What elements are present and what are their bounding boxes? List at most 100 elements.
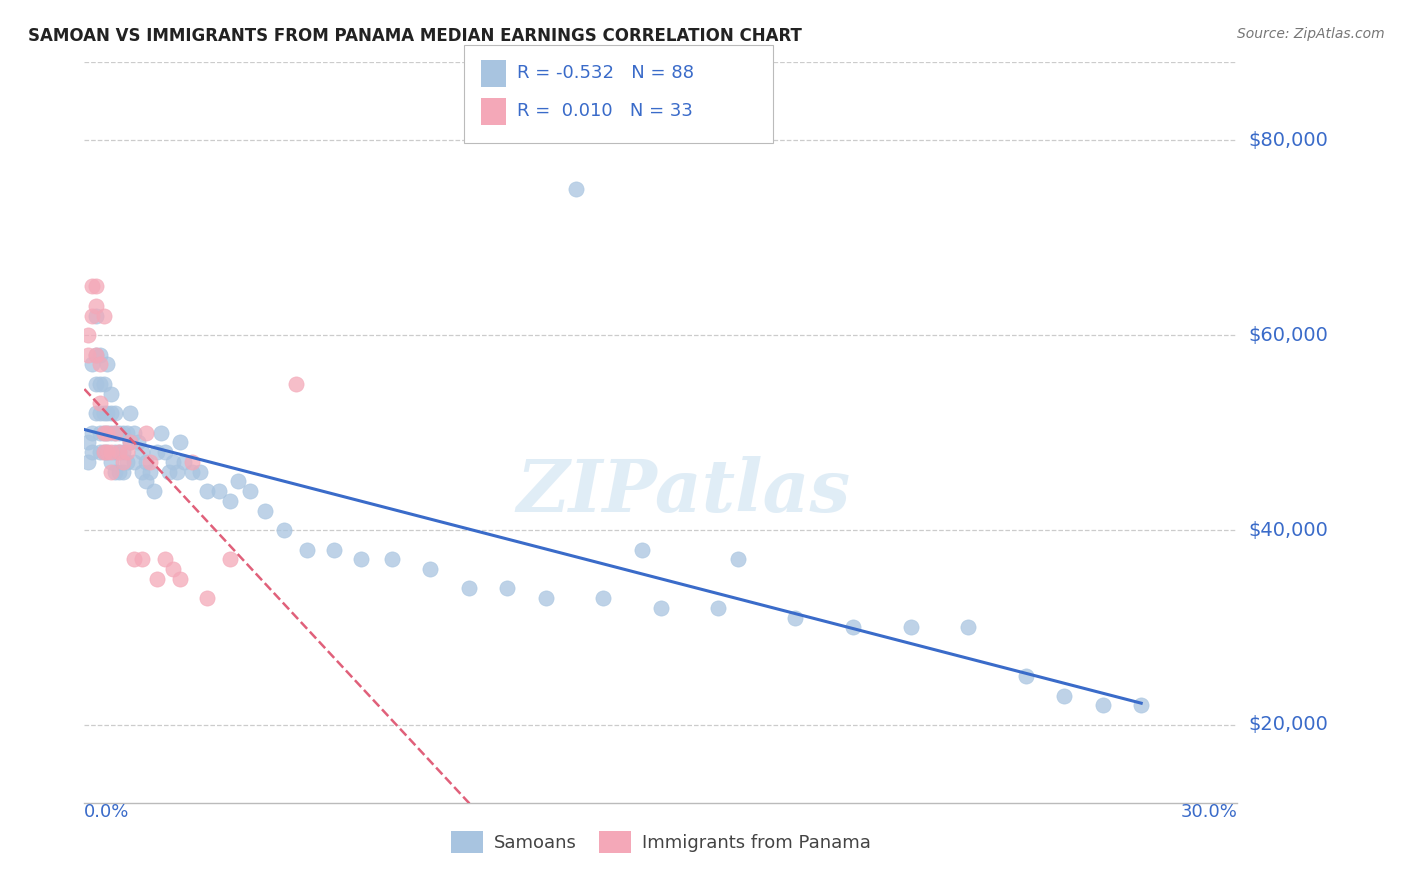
Point [162, 455, 184, 469]
Point [93, 376, 115, 391]
Point [169, 435, 191, 450]
Point [93, 406, 115, 420]
Point [84, 299, 107, 313]
Point [124, 552, 146, 566]
Text: $60,000: $60,000 [1249, 326, 1329, 344]
Point [84, 376, 107, 391]
Text: $40,000: $40,000 [1249, 521, 1329, 540]
Point [124, 425, 146, 440]
Point [89, 396, 111, 410]
Point [135, 455, 157, 469]
Point [208, 484, 231, 499]
Point [93, 309, 115, 323]
Point [96, 425, 118, 440]
Point [173, 455, 195, 469]
Point [131, 445, 153, 459]
Point [166, 465, 188, 479]
Point [124, 455, 146, 469]
Point [253, 503, 276, 517]
Point [93, 445, 115, 459]
Legend: Samoans, Immigrants from Panama: Samoans, Immigrants from Panama [443, 824, 879, 861]
Point [111, 445, 134, 459]
Point [89, 445, 111, 459]
Point [146, 572, 169, 586]
Point [93, 445, 115, 459]
Text: Source: ZipAtlas.com: Source: ZipAtlas.com [1237, 27, 1385, 41]
Point [100, 455, 122, 469]
Point [120, 435, 142, 450]
Point [153, 552, 176, 566]
Point [419, 562, 441, 576]
Point [104, 425, 127, 440]
Point [842, 620, 865, 634]
Point [138, 465, 160, 479]
Point [96, 445, 118, 459]
Point [181, 465, 204, 479]
Point [131, 552, 153, 566]
Point [96, 358, 118, 372]
Point [592, 591, 614, 606]
Point [80, 445, 103, 459]
Point [120, 406, 142, 420]
Point [195, 484, 218, 499]
Point [80, 358, 103, 372]
Point [146, 445, 169, 459]
Point [226, 475, 249, 489]
Point [565, 182, 588, 196]
Point [153, 445, 176, 459]
Point [727, 552, 749, 566]
Point [100, 425, 122, 440]
Point [100, 445, 122, 459]
Point [135, 475, 157, 489]
Point [127, 435, 149, 450]
Point [96, 406, 118, 420]
Point [1130, 698, 1153, 713]
Point [157, 465, 180, 479]
Point [84, 348, 107, 362]
Point [239, 484, 262, 499]
Point [96, 425, 118, 440]
Text: ZIPatlas: ZIPatlas [517, 457, 851, 527]
Point [142, 484, 165, 499]
Point [77, 328, 100, 343]
Point [162, 562, 184, 576]
Point [1015, 669, 1038, 683]
Text: 0.0%: 0.0% [84, 803, 129, 821]
Point [100, 386, 122, 401]
Point [181, 455, 204, 469]
Point [84, 309, 107, 323]
Point [169, 572, 191, 586]
Point [84, 406, 107, 420]
Point [219, 552, 242, 566]
Point [108, 445, 131, 459]
Point [120, 435, 142, 450]
Point [104, 406, 127, 420]
Point [188, 465, 211, 479]
Point [111, 465, 134, 479]
Point [111, 455, 134, 469]
Point [323, 542, 346, 557]
Point [297, 542, 319, 557]
Text: $20,000: $20,000 [1249, 715, 1329, 734]
Point [104, 445, 127, 459]
Point [900, 620, 922, 634]
Point [381, 552, 404, 566]
Point [219, 493, 242, 508]
Text: R = -0.532   N = 88: R = -0.532 N = 88 [517, 64, 695, 82]
Point [96, 445, 118, 459]
Point [89, 376, 111, 391]
Point [108, 425, 131, 440]
Point [104, 425, 127, 440]
Point [100, 406, 122, 420]
Text: 30.0%: 30.0% [1181, 803, 1237, 821]
Point [195, 591, 218, 606]
Point [77, 348, 100, 362]
Point [89, 358, 111, 372]
Point [84, 279, 107, 293]
Point [496, 582, 519, 596]
Point [108, 465, 131, 479]
Point [630, 542, 652, 557]
Point [1053, 689, 1076, 703]
Point [77, 435, 100, 450]
Point [534, 591, 557, 606]
